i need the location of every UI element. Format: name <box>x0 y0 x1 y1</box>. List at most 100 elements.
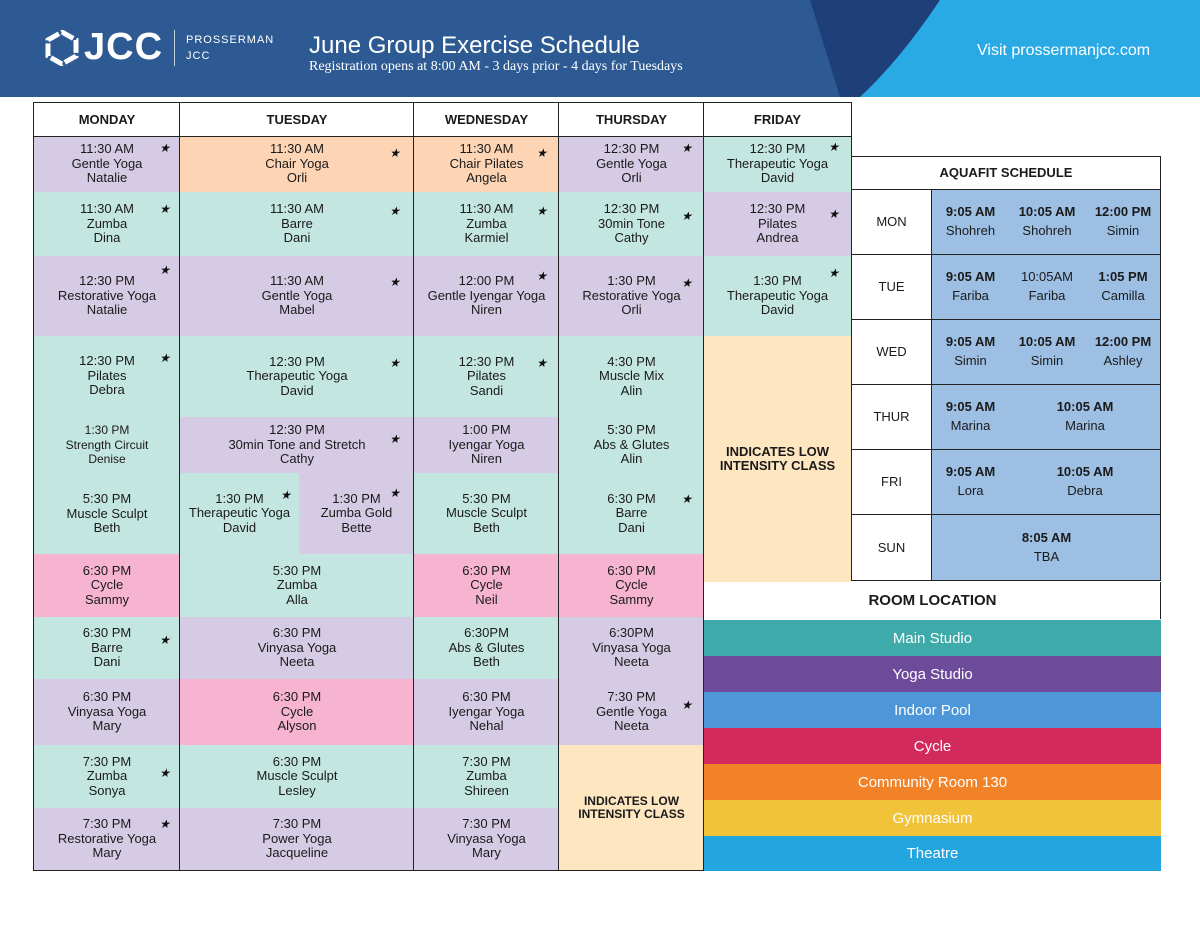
aquafit-slot[interactable]: 10:05 AM Shohreh <box>1018 204 1076 238</box>
class-cell[interactable]: 5:30 PM Muscle Sculpt Beth <box>34 474 180 554</box>
low-intensity-legend: INDICATES LOW INTENSITY CLASS <box>559 745 704 870</box>
class-cell[interactable]: 7:30 PM Zumba Sonya ★ <box>34 745 180 808</box>
logo-subtext-line2: JCC <box>186 50 211 62</box>
class-cell[interactable]: 1:00 PM Iyengar Yoga Niren <box>414 417 559 473</box>
room-theatre: Theatre <box>704 836 1161 871</box>
class-cell[interactable]: 12:30 PM Therapeutic Yoga David ★ <box>704 136 851 192</box>
aquafit-day-thur: THUR <box>851 384 932 449</box>
class-cell[interactable]: 11:30 AM Barre Dani ★ <box>180 192 414 256</box>
aquafit-slot[interactable]: 9:05 AM Lora <box>945 464 996 498</box>
low-intensity-star-icon: ★ <box>389 486 400 500</box>
class-cell[interactable]: 6:30 PM Barre Dani ★ <box>34 617 180 679</box>
class-cell[interactable]: 5:30 PM Zumba Alla <box>180 554 414 617</box>
class-cell[interactable]: 11:30 AM Gentle Yoga Mabel ★ <box>180 256 414 336</box>
aquafit-sessions-wed: 9:05 AM Simin 10:05 AM Simin 12:00 PM Ashle… <box>932 319 1161 384</box>
class-cell[interactable]: 7:30 PM Zumba Shireen <box>414 745 559 808</box>
low-intensity-star-icon: ★ <box>828 207 839 221</box>
aquafit-slot[interactable]: 10:05 AM Simin <box>1018 334 1076 368</box>
class-cell[interactable]: 12:30 PM 30min Tone and Stretch Cathy ★ <box>180 417 414 473</box>
class-cell[interactable]: 6:30 PM Cycle Sammy <box>34 554 180 617</box>
room-indoor-pool: Indoor Pool <box>704 692 1161 728</box>
class-cell[interactable]: 6:30PM Abs & Glutes Beth <box>414 617 559 679</box>
grid-line <box>851 156 1161 157</box>
class-cell[interactable]: 6:30 PM Vinyasa Yoga Mary <box>34 679 180 745</box>
class-cell[interactable]: 7:30 PM Restorative Yoga Mary ★ <box>34 808 180 870</box>
low-intensity-star-icon: ★ <box>681 141 692 155</box>
class-cell[interactable]: 6:30 PM Vinyasa Yoga Neeta <box>180 617 414 679</box>
aquafit-day-mon: MON <box>851 189 932 254</box>
aquafit-schedule: AQUAFIT SCHEDULE MON 9:05 AM Shohreh 10:0… <box>851 156 1161 581</box>
class-cell[interactable]: 7:30 PM Vinyasa Yoga Mary <box>414 808 559 870</box>
class-cell[interactable]: 11:30 AM Zumba Karmiel ★ <box>414 192 559 256</box>
class-cell[interactable]: 12:30 PM Pilates Andrea ★ <box>704 192 851 256</box>
grid-line <box>931 189 932 581</box>
aquafit-slot[interactable]: 9:05 AM Marina <box>945 399 996 433</box>
aquafit-slot[interactable]: 10:05AM Fariba <box>1020 269 1074 303</box>
low-intensity-star-icon: ★ <box>159 351 170 365</box>
class-cell[interactable]: 6:30 PM Iyengar Yoga Nehal <box>414 679 559 745</box>
class-cell[interactable]: 1:30 PM Zumba Gold Bette ★ <box>299 473 414 554</box>
class-cell[interactable]: 6:30PM Vinyasa Yoga Neeta <box>559 617 704 679</box>
aquafit-slot[interactable]: 1:05 PM Camilla <box>1098 269 1148 303</box>
low-intensity-star-icon: ★ <box>828 140 839 154</box>
low-intensity-star-icon: ★ <box>389 146 400 160</box>
aquafit-slot[interactable]: 12:00 PM Simin <box>1094 204 1152 238</box>
low-intensity-star-icon: ★ <box>681 209 692 223</box>
class-cell[interactable]: 12:30 PM Restorative Yoga Natalie ★ <box>34 256 180 336</box>
grid-line <box>33 102 34 871</box>
class-cell[interactable]: 7:30 PM Gentle Yoga Neeta ★ <box>559 679 704 745</box>
low-intensity-star-icon: ★ <box>681 698 692 712</box>
aquafit-day-fri: FRI <box>851 449 932 514</box>
aquafit-slot[interactable]: 8:05 AM TBA <box>1021 530 1072 564</box>
aquafit-slot[interactable]: 9:05 AM Simin <box>945 334 996 368</box>
class-cell[interactable]: 6:30 PM Cycle Sammy <box>559 554 704 617</box>
room-gymnasium: Gymnasium <box>704 800 1161 836</box>
class-cell[interactable]: 6:30 PM Cycle Alyson <box>180 679 414 745</box>
class-cell[interactable]: 12:30 PM Pilates Debra ★ <box>34 336 180 416</box>
class-cell[interactable]: 12:00 PM Gentle Iyengar Yoga Niren ★ <box>414 256 559 336</box>
grid-line <box>413 102 414 871</box>
class-cell[interactable]: 5:30 PM Abs & Glutes Alin <box>559 417 704 473</box>
class-cell[interactable]: 12:30 PM Gentle Yoga Orli ★ <box>559 136 704 192</box>
class-cell[interactable]: 1:30 PM Therapeutic Yoga David ★ <box>180 473 299 554</box>
class-cell[interactable]: 11:30 AM Gentle Yoga Natalie ★ <box>34 136 180 192</box>
low-intensity-star-icon: ★ <box>681 276 692 290</box>
low-intensity-star-icon: ★ <box>681 492 692 506</box>
website-link[interactable]: Visit prossermanjcc.com <box>977 42 1151 59</box>
class-cell[interactable]: 12:30 PM Pilates Sandi ★ <box>414 336 559 417</box>
aquafit-slot[interactable]: 10:05 AM Debra <box>1056 464 1114 498</box>
day-header-friday: FRIDAY <box>704 103 851 136</box>
class-cell[interactable]: 11:30 AM Zumba Dina ★ <box>34 192 180 256</box>
aquafit-day-wed: WED <box>851 319 932 384</box>
aquafit-slot[interactable]: 9:05 AM Shohreh <box>945 204 996 238</box>
class-cell[interactable]: 11:30 AM Chair Pilates Angela ★ <box>414 136 559 192</box>
room-yoga-studio: Yoga Studio <box>704 656 1161 692</box>
aquafit-slot[interactable]: 10:05 AM Marina <box>1056 399 1114 433</box>
low-intensity-star-icon: ★ <box>389 432 400 446</box>
class-cell[interactable]: 4:30 PM Muscle Mix Alin <box>559 336 704 417</box>
aquafit-day-sun: SUN <box>851 514 932 581</box>
class-cell[interactable]: 12:30 PM Therapeutic Yoga David ★ <box>180 336 414 417</box>
class-cell[interactable]: 1:30 PM Restorative Yoga Orli ★ <box>559 256 704 336</box>
aquafit-title: AQUAFIT SCHEDULE <box>851 156 1161 189</box>
class-cell[interactable]: 6:30 PM Muscle Sculpt Lesley <box>180 745 414 808</box>
low-intensity-star-icon: ★ <box>159 633 170 647</box>
low-intensity-star-icon: ★ <box>536 269 547 283</box>
aquafit-day-tue: TUE <box>851 254 932 319</box>
class-cell[interactable]: 12:30 PM 30min Tone Cathy ★ <box>559 192 704 256</box>
aquafit-slot[interactable]: 9:05 AM Fariba <box>945 269 996 303</box>
class-cell[interactable]: 1:30 PM Strength Circuit Denise <box>34 416 180 474</box>
class-cell[interactable]: 1:30 PM Therapeutic Yoga David ★ <box>704 256 851 336</box>
aquafit-sessions-sun: 8:05 AM TBA <box>932 514 1161 581</box>
class-cell[interactable]: 6:30 PM Cycle Neil <box>414 554 559 617</box>
logo-divider <box>174 30 175 66</box>
aquafit-sessions-fri: 9:05 AM Lora 10:05 AM Debra <box>932 449 1161 514</box>
class-cell[interactable]: 6:30 PM Barre Dani ★ <box>559 473 704 554</box>
low-intensity-star-icon: ★ <box>159 141 170 155</box>
class-cell[interactable]: 11:30 AM Chair Yoga Orli ★ <box>180 136 414 192</box>
grid-line <box>851 514 1161 515</box>
class-cell[interactable]: 7:30 PM Power Yoga Jacqueline <box>180 808 414 870</box>
low-intensity-star-icon: ★ <box>159 817 170 831</box>
class-cell[interactable]: 5:30 PM Muscle Sculpt Beth <box>414 473 559 554</box>
aquafit-slot[interactable]: 12:00 PM Ashley <box>1094 334 1152 368</box>
